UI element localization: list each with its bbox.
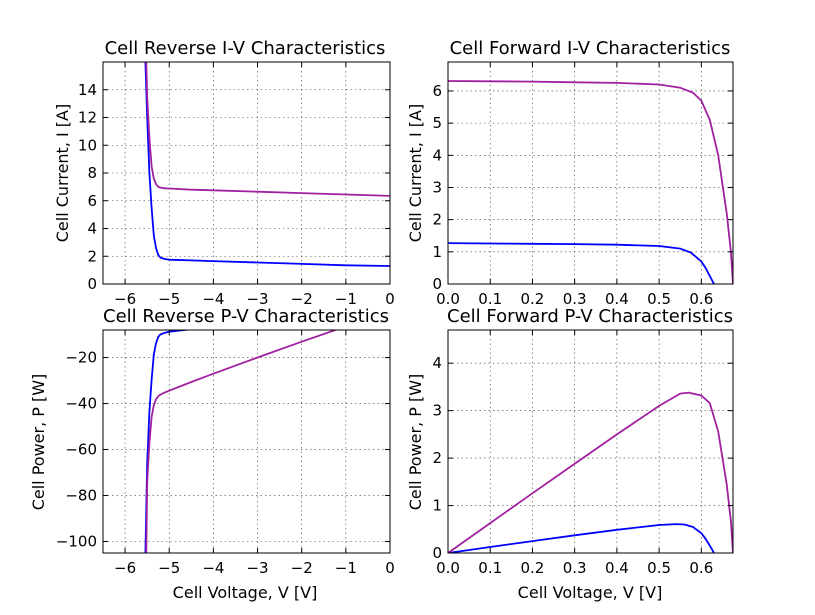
series-layer	[448, 391, 733, 553]
chart-title: Cell Forward P-V Characteristics	[447, 306, 733, 327]
x-axis-label: Cell Voltage, V [V]	[518, 583, 663, 602]
y-tick-label: 2	[432, 211, 442, 229]
x-tick-label: 0.1	[478, 559, 502, 577]
x-tick-label: 0.2	[521, 290, 545, 308]
series-line-2	[448, 391, 733, 553]
x-tick-label: −3	[246, 559, 268, 577]
y-tick-label: 1	[432, 497, 442, 515]
series-line-2	[145, 330, 339, 553]
y-tick-label: 14	[78, 81, 97, 99]
x-tick-label: 0.0	[436, 290, 460, 308]
y-tick-label: 12	[78, 109, 97, 127]
x-tick-label: 0.3	[563, 290, 587, 308]
y-tick-label: 2	[87, 247, 97, 265]
y-tick-label: 4	[432, 146, 442, 164]
y-tick-label: 0	[87, 275, 97, 293]
y-tick-label: 8	[87, 164, 97, 182]
y-tick-label: 10	[78, 136, 97, 154]
x-tick-label: 0.3	[563, 559, 587, 577]
x-tick-label: 0.1	[478, 290, 502, 308]
x-tick-label: 0.2	[521, 559, 545, 577]
y-axis-label: Cell Current, I [A]	[53, 104, 72, 243]
y-tick-label: 0	[432, 544, 442, 562]
y-tick-label: 2	[432, 449, 442, 467]
y-tick-label: 1	[432, 243, 442, 261]
x-tick-label: 0	[385, 290, 395, 308]
y-tick-label: 6	[87, 192, 97, 210]
y-tick-label: −60	[65, 441, 97, 459]
plot-frame	[447, 329, 734, 554]
y-tick-label: 4	[87, 220, 97, 238]
x-tick-label: −4	[202, 559, 224, 577]
ticks: 0.0 0.1 0.2 0.3 0.4 0.5 0.6 0 1 2 3 4 5 6	[432, 62, 733, 308]
grid	[447, 62, 733, 285]
x-tick-label: −5	[158, 559, 180, 577]
x-tick-label: 0.4	[605, 559, 629, 577]
ticks: 0.0 0.1 0.2 0.3 0.4 0.5 0.6 0 1 2 3 4	[432, 330, 733, 577]
x-axis-label: Cell Voltage, V [V]	[173, 583, 318, 602]
y-axis-label: Cell Current, I [A]	[406, 104, 425, 243]
x-tick-label: −1	[335, 290, 357, 308]
series-line-1	[144, 330, 193, 553]
ticks: −6 −5 −4 −3 −2 −1 0 0 2 4 6 8 10 12 14	[78, 62, 395, 308]
x-tick-label: 0.4	[605, 290, 629, 308]
x-tick-label: 0.5	[647, 290, 671, 308]
y-tick-label: −40	[65, 395, 97, 413]
x-tick-label: −1	[335, 559, 357, 577]
x-tick-label: 0	[385, 559, 395, 577]
reverse-pv-panel: Cell Reverse P-V Characteristics Cell Po…	[29, 306, 395, 602]
y-tick-label: 0	[432, 275, 442, 293]
y-tick-label: 3	[432, 178, 442, 196]
y-tick-label: −20	[65, 349, 97, 367]
chart-title: Cell Reverse I-V Characteristics	[105, 38, 386, 59]
forward-pv-panel: Cell Forward P-V Characteristics Cell Po…	[406, 306, 734, 602]
x-tick-label: 0.5	[647, 559, 671, 577]
series-line-2	[448, 80, 733, 284]
chart-title: Cell Reverse P-V Characteristics	[103, 306, 389, 327]
y-tick-label: 4	[432, 354, 442, 372]
y-axis-label: Cell Power, P [W]	[29, 374, 48, 511]
x-tick-label: 0.6	[689, 290, 713, 308]
plot-frame	[102, 329, 391, 554]
y-tick-label: 5	[432, 114, 442, 132]
x-tick-label: −5	[158, 290, 180, 308]
reverse-iv-panel: Cell Reverse I-V Characteristics Cell Cu…	[53, 38, 395, 308]
series-layer	[144, 62, 390, 267]
plot-frame	[447, 61, 734, 285]
x-tick-label: 0.0	[436, 559, 460, 577]
y-tick-label: −100	[56, 533, 97, 551]
series-line-1	[448, 523, 715, 553]
series-line-2	[145, 62, 390, 197]
y-axis-label: Cell Power, P [W]	[406, 374, 425, 511]
x-tick-label: −2	[291, 559, 313, 577]
chart-title: Cell Forward I-V Characteristics	[450, 38, 731, 59]
y-tick-label: 3	[432, 402, 442, 420]
ticks: −6 −5 −4 −3 −2 −1 0 −100 −80 −60 −40 −20	[56, 330, 395, 577]
y-tick-label: −80	[65, 487, 97, 505]
x-tick-label: −2	[291, 290, 313, 308]
y-tick-label: 6	[432, 82, 442, 100]
series-layer	[448, 80, 733, 284]
x-tick-label: −6	[114, 559, 136, 577]
x-tick-label: 0.6	[689, 559, 713, 577]
x-tick-label: −6	[114, 290, 136, 308]
x-tick-label: −3	[246, 290, 268, 308]
forward-iv-panel: Cell Forward I-V Characteristics Cell Cu…	[406, 38, 734, 308]
series-line-1	[144, 62, 390, 267]
series-line-1	[448, 242, 715, 284]
series-layer	[144, 330, 339, 553]
x-tick-label: −4	[202, 290, 224, 308]
